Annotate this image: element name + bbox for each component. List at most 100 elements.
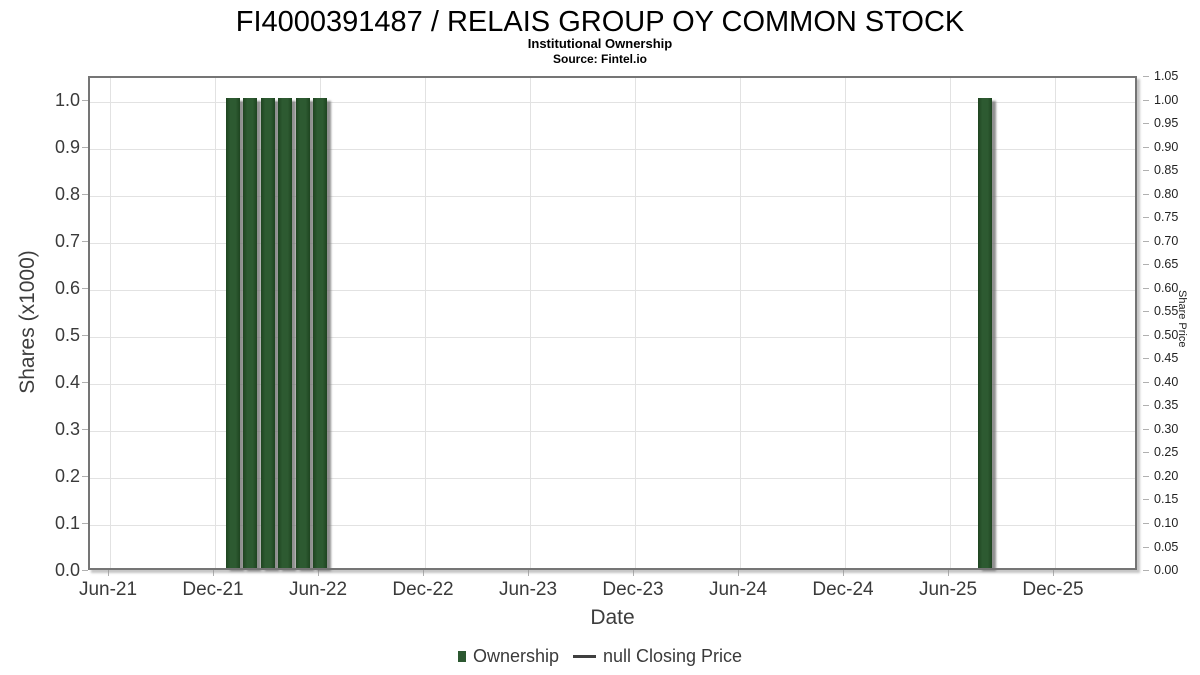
y-left-tick-label: 0.6 <box>54 278 80 298</box>
y-right-tick-label: 0.95 <box>1154 116 1179 130</box>
y-left-tick-label: 0.7 <box>54 231 80 251</box>
y-right-tick-label: 0.35 <box>1154 398 1179 413</box>
x-tick-label: Dec-24 <box>812 579 874 600</box>
h-gridline <box>90 478 1135 479</box>
plot-area <box>88 76 1137 570</box>
x-tick-label: Dec-22 <box>392 579 454 600</box>
y-left-tick-label: 0.3 <box>54 419 80 439</box>
y-right-tick-label: 0.90 <box>1154 139 1179 154</box>
y-right-tick-mark <box>1143 452 1149 454</box>
y-axis-right-title: Share Price <box>1176 290 1188 348</box>
v-gridline <box>110 78 111 568</box>
y-left-tick-mark <box>82 570 88 571</box>
y-right-tick-mark <box>1143 405 1149 407</box>
y-right-tick-label: 0.75 <box>1154 210 1179 225</box>
y-right-tick-mark <box>1143 264 1149 266</box>
y-right-tick-mark <box>1143 146 1149 148</box>
h-gridline <box>90 102 1135 103</box>
x-tick-mark <box>423 570 424 576</box>
ownership-bar[interactable] <box>295 98 310 568</box>
y-right-tick-label: 0.10 <box>1154 516 1179 530</box>
v-gridline <box>950 78 951 568</box>
x-tick-label: Jun-21 <box>78 579 138 600</box>
y-left-tick-mark <box>82 429 88 430</box>
x-tick-label: Dec-21 <box>182 579 244 600</box>
y-left-tick-label: 0.9 <box>54 137 80 157</box>
h-gridline <box>90 149 1135 150</box>
legend-item-null-closing-price[interactable]: null Closing Price <box>572 646 742 667</box>
y-left-tick-mark <box>82 100 88 101</box>
y-right-tick-label: 0.15 <box>1154 492 1179 507</box>
ownership-bar[interactable] <box>225 98 240 568</box>
y-left-tick-mark <box>82 288 88 289</box>
ownership-bar[interactable] <box>260 98 275 568</box>
v-gridline <box>215 78 216 568</box>
legend: Ownership null Closing Price <box>0 646 1200 667</box>
y-right-tick-label: 1.00 <box>1154 92 1179 107</box>
y-right-tick-label: 0.85 <box>1154 163 1179 178</box>
x-tick-mark <box>528 570 529 576</box>
y-left-tick-mark <box>82 476 88 477</box>
v-gridline <box>530 78 531 568</box>
y-left-tick-mark <box>82 147 88 148</box>
y-right-tick-mark <box>1143 287 1149 289</box>
y-right-tick-mark <box>1143 358 1149 360</box>
y-left-tick-label: 1.0 <box>54 90 80 110</box>
y-left-tick-label: 0.8 <box>54 184 80 204</box>
y-right-tick-label: 0.65 <box>1154 257 1179 272</box>
y-right-tick-label: 0.30 <box>1154 421 1179 436</box>
h-gridline <box>90 290 1135 291</box>
y-right-tick-mark <box>1143 475 1149 477</box>
y-left-tick-mark <box>82 382 88 383</box>
y-right-tick-mark <box>1143 546 1149 548</box>
y-left-tick-mark <box>82 194 88 195</box>
x-tick-mark <box>213 570 214 576</box>
x-tick-mark <box>843 570 844 576</box>
v-gridline <box>740 78 741 568</box>
h-gridline <box>90 525 1135 526</box>
y-right-tick-mark <box>1143 240 1149 242</box>
y-right-tick-label: 0.45 <box>1154 351 1179 366</box>
y-right-tick-mark <box>1143 334 1149 336</box>
v-gridline <box>635 78 636 568</box>
legend-line-marker-icon <box>572 655 596 658</box>
h-gridline <box>90 243 1135 244</box>
y-right-tick-label: 0.05 <box>1154 539 1179 554</box>
y-right-tick-label: 0.40 <box>1154 374 1179 389</box>
y-right-tick-mark <box>1143 217 1149 219</box>
v-gridline <box>1055 78 1056 568</box>
x-tick-label: Jun-23 <box>498 579 558 600</box>
ownership-bar[interactable] <box>313 98 327 568</box>
chart-title: FI4000391487 / RELAIS GROUP OY COMMON ST… <box>235 6 965 38</box>
y-right-tick-mark <box>1143 499 1149 501</box>
h-gridline <box>90 337 1135 338</box>
x-tick-mark <box>1053 570 1054 576</box>
x-tick-mark <box>108 570 109 576</box>
x-tick-mark <box>948 570 949 576</box>
y-left-tick-label: 0.0 <box>54 560 80 580</box>
ownership-bar[interactable] <box>978 98 992 568</box>
y-right-tick-label: 0.20 <box>1154 468 1179 483</box>
y-right-tick-label: 0.70 <box>1154 233 1179 248</box>
ownership-bar[interactable] <box>278 98 292 568</box>
x-tick-mark <box>318 570 319 576</box>
h-gridline <box>90 431 1135 432</box>
y-left-tick-mark <box>82 335 88 336</box>
h-gridline <box>90 196 1135 197</box>
y-right-tick-label: 0.00 <box>1154 563 1179 577</box>
legend-item-ownership[interactable]: Ownership <box>457 646 559 667</box>
y-right-tick-label: 0.25 <box>1154 445 1179 460</box>
x-tick-mark <box>633 570 634 576</box>
y-right-tick-mark <box>1143 428 1149 430</box>
x-tick-label: Jun-24 <box>708 579 768 600</box>
y-right-tick-mark <box>1143 76 1149 77</box>
v-gridline <box>845 78 846 568</box>
v-gridline <box>425 78 426 568</box>
y-right-tick-label: 0.60 <box>1154 280 1179 295</box>
x-tick-mark <box>738 570 739 576</box>
legend-item-label: Ownership <box>472 646 559 666</box>
y-left-tick-label: 0.5 <box>54 325 80 345</box>
chart-subtitle: Institutional Ownership <box>527 36 673 51</box>
x-tick-label: Jun-22 <box>288 579 348 600</box>
ownership-bar[interactable] <box>243 98 257 568</box>
